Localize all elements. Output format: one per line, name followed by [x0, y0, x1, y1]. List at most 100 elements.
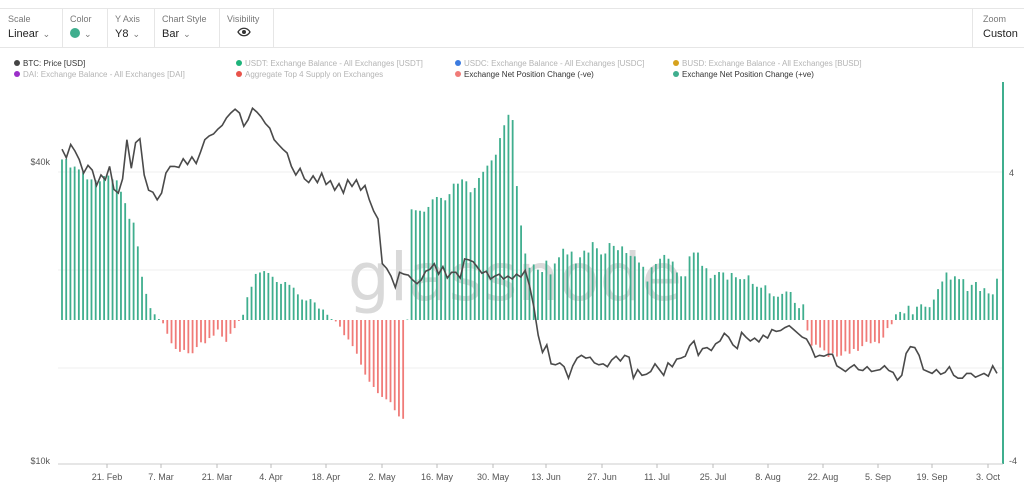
bar-positive — [132, 222, 135, 320]
legend-item-top4-supply[interactable]: Aggregate Top 4 Supply on Exchanges — [236, 70, 383, 79]
bar-negative — [376, 320, 379, 394]
bar-positive — [511, 120, 514, 320]
bar-positive — [528, 267, 531, 320]
bar-positive — [267, 272, 270, 320]
x-tick-label: 2. May — [368, 472, 396, 482]
eye-icon — [237, 26, 251, 41]
bar-positive — [157, 319, 160, 320]
bar-negative — [806, 320, 809, 331]
bar-positive — [991, 294, 994, 320]
bar-positive — [907, 305, 910, 320]
bar-positive — [566, 254, 569, 320]
bar-positive — [587, 252, 590, 320]
bar-negative — [398, 320, 400, 417]
zoom-dropdown[interactable]: Zoom Custon — [972, 9, 1024, 47]
bar-positive — [263, 271, 266, 320]
bar-positive — [958, 279, 960, 320]
y-axis-dropdown[interactable]: Y Axis Y8 ⌄ — [107, 9, 155, 47]
bar-negative — [827, 320, 830, 358]
bar-positive — [928, 307, 931, 321]
bar-negative — [174, 320, 177, 349]
bar-negative — [819, 320, 822, 348]
bar-positive — [777, 296, 779, 320]
bar-positive — [120, 191, 122, 320]
bar-negative — [852, 320, 855, 349]
color-swatch — [70, 28, 80, 38]
bar-positive — [932, 299, 935, 320]
x-tick-label: 21. Mar — [202, 472, 233, 482]
bar-negative — [389, 320, 392, 403]
legend-dot — [14, 60, 20, 66]
legend-item-usdt-balance[interactable]: USDT: Exchange Balance - All Exchanges [… — [236, 59, 423, 68]
visibility-toggle[interactable]: Visibility — [219, 9, 274, 47]
legend-item-btc-price[interactable]: BTC: Price [USD] — [14, 59, 85, 68]
grid-lines — [58, 171, 1003, 369]
color-picker[interactable]: Color ⌄ — [62, 9, 108, 47]
chart-legend: BTC: Price [USD] USDT: Exchange Balance … — [0, 58, 1024, 82]
bar-negative — [221, 320, 223, 337]
legend-item-usdc-balance[interactable]: USDC: Exchange Balance - All Exchanges [… — [455, 59, 645, 68]
bar-positive — [722, 272, 725, 320]
bar-positive — [503, 125, 506, 320]
bar-positive — [440, 197, 442, 320]
bar-positive — [621, 246, 624, 321]
bar-positive — [136, 246, 139, 321]
x-tick-label: 21. Feb — [92, 472, 123, 482]
bar-positive — [697, 252, 699, 320]
bar-positive — [296, 294, 299, 320]
bar-positive — [482, 171, 485, 320]
bar-positive — [242, 314, 244, 320]
legend-item-net-position-negative[interactable]: Exchange Net Position Change (-ve) — [455, 70, 594, 79]
chart-plot[interactable]: glassnode 21. Feb 7. Mar 21. Mar 4. Apr 18. … — [0, 82, 1024, 487]
bar-positive — [524, 253, 527, 320]
bar-positive — [591, 242, 594, 320]
bar-positive — [705, 268, 708, 321]
bar-positive — [663, 254, 666, 321]
bar-positive — [73, 166, 76, 320]
bar-negative — [355, 320, 358, 354]
bar-positive — [604, 253, 607, 320]
bar-positive — [966, 291, 969, 320]
bar-positive — [541, 272, 544, 320]
legend-dot — [14, 71, 20, 77]
bar-positive — [579, 257, 581, 320]
bar-positive — [284, 282, 287, 320]
visibility-label: Visibility — [227, 14, 260, 24]
bar-positive — [318, 308, 320, 320]
bar-positive — [676, 272, 678, 320]
bar-negative — [368, 320, 371, 382]
legend-dot — [455, 71, 461, 77]
scale-value: Linear — [8, 28, 39, 40]
bar-negative — [187, 320, 190, 354]
bar-positive — [726, 279, 729, 321]
bar-positive — [461, 179, 464, 320]
bar-positive — [490, 160, 493, 320]
bar-negative — [351, 320, 354, 347]
bar-positive — [785, 291, 788, 320]
legend-item-dai-balance[interactable]: DAI: Exchange Balance - All Exchanges [D… — [14, 70, 185, 79]
legend-item-busd-balance[interactable]: BUSD: Exchange Balance - All Exchanges [… — [673, 59, 862, 68]
bar-positive — [305, 300, 308, 320]
bar-negative — [831, 320, 834, 354]
bar-negative — [385, 320, 388, 400]
legend-item-net-position-positive[interactable]: Exchange Net Position Change (+ve) — [673, 70, 814, 79]
bar-positive — [423, 211, 426, 320]
chart-style-dropdown[interactable]: Chart Style Bar ⌄ — [154, 9, 220, 47]
bar-positive — [499, 138, 501, 320]
bar-positive — [903, 313, 906, 320]
scale-dropdown[interactable]: Scale Linear ⌄ — [0, 9, 63, 47]
bar-positive — [99, 181, 101, 320]
bar-positive — [983, 288, 986, 321]
bar-positive — [86, 179, 89, 320]
bar-positive — [465, 181, 468, 320]
zoom-label: Zoom — [983, 14, 1007, 24]
bar-positive — [768, 293, 771, 320]
y-axis-value: Y8 — [115, 28, 129, 40]
net-position-bars — [61, 114, 998, 419]
bar-positive — [692, 252, 695, 320]
bar-positive — [734, 277, 737, 320]
bar-negative — [166, 320, 169, 334]
bar-positive — [427, 206, 430, 320]
bar-positive — [309, 299, 312, 320]
bar-positive — [743, 279, 746, 320]
